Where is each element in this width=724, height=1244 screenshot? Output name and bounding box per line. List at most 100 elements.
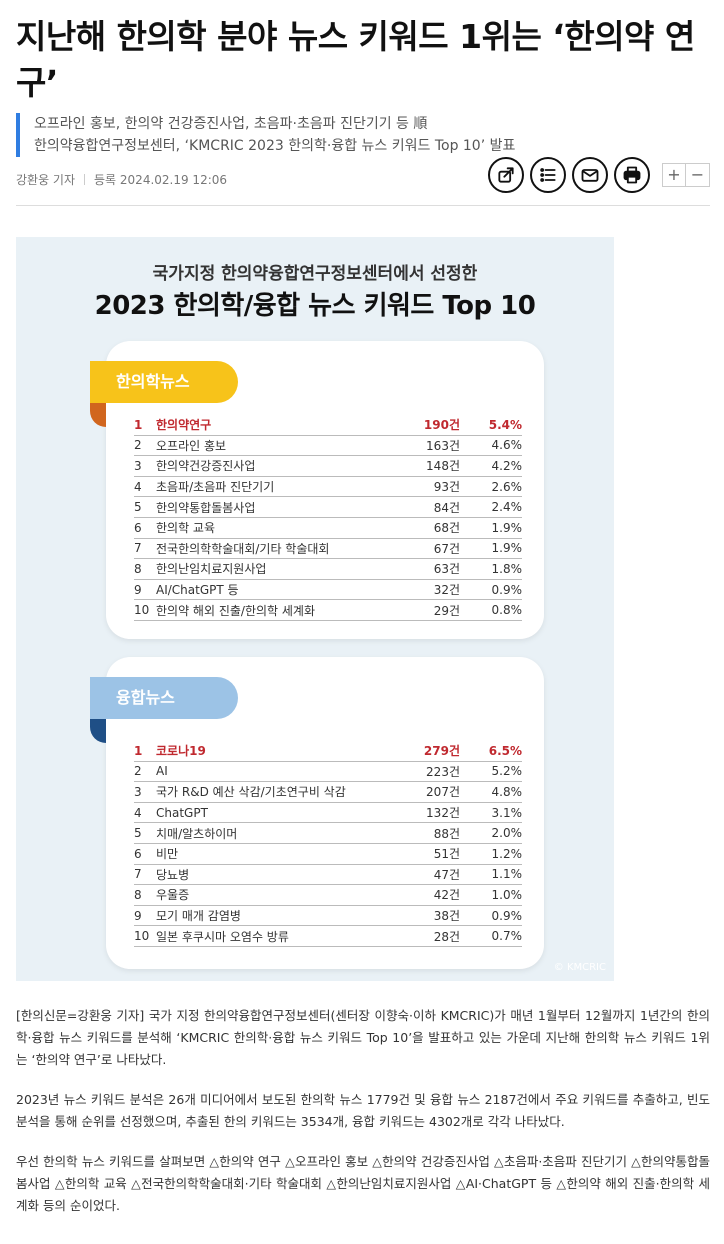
keyword-percent: 0.9% [491, 582, 523, 597]
keyword-row: 9 AI/ChatGPT 등 32건 0.9% [134, 580, 522, 601]
keyword-row: 4 초음파/초음파 진단기기 93건 2.6% [134, 477, 522, 498]
keyword-count: 132건 [426, 806, 460, 821]
body-paragraph: [한의신문=강환웅 기자] 국가 지정 한의약융합연구정보센터(센터장 이향숙·… [16, 1008, 710, 1067]
keyword-row: 7 당뇨병 47건 1.1% [134, 865, 522, 886]
keyword-rank: 6 [134, 846, 142, 861]
keyword-rank: 4 [134, 805, 142, 820]
header-divider [16, 205, 710, 206]
zoom-in-button[interactable]: + [662, 163, 686, 187]
yunghap-news-card: 융합뉴스 1 코로나19 279건 6.5% 2 AI 223건 5.2% 3 국가 R&D 예산… [90, 657, 544, 969]
keyword-rank: 10 [134, 929, 150, 944]
print-icon [623, 166, 641, 184]
keyword-row: 8 우울증 42건 1.0% [134, 885, 522, 906]
keyword-percent: 6.5% [488, 743, 522, 758]
subtitle-line: 오프라인 홍보, 한의약 건강증진사업, 초음파·초음파 진단기기 등 順 [34, 116, 428, 132]
keyword-rank: 1 [134, 743, 143, 758]
keyword-name: 비만 [156, 847, 179, 862]
keyword-row: 3 국가 R&D 예산 삭감/기초연구비 삭감 207건 4.8% [134, 782, 522, 803]
keyword-row: 7 전국한의학학술대회/기타 학술대회 67건 1.9% [134, 539, 522, 560]
figure-title: 2023 한의학/융합 뉴스 키워드 Top 10 [94, 291, 536, 321]
keyword-rank: 2 [134, 438, 142, 453]
keyword-percent: 1.9% [491, 541, 523, 556]
keyword-count: 93건 [433, 480, 460, 495]
article-meta: 강환웅 기자 등록 2024.02.19 12:06 [16, 171, 227, 188]
mail-button[interactable] [572, 157, 608, 193]
keyword-row: 1 한의약연구 190건 5.4% [134, 415, 522, 436]
keyword-rank: 8 [134, 887, 142, 902]
keyword-percent: 5.4% [488, 417, 522, 432]
body-paragraph: 2023년 뉴스 키워드 분석은 26개 미디어에서 보도된 한의학 뉴스 17… [16, 1092, 710, 1129]
article-body: [한의신문=강환웅 기자] 국가 지정 한의약융합연구정보센터(센터장 이향숙·… [16, 1005, 710, 1235]
keyword-percent: 3.1% [491, 805, 523, 820]
keyword-row: 10 한의약 해외 진출/한의학 세계화 29건 0.8% [134, 600, 522, 621]
keyword-name: 오프라인 홍보 [156, 438, 227, 453]
keyword-rank: 5 [134, 826, 142, 841]
keyword-name: 전국한의학학술대회/기타 학술대회 [156, 541, 330, 556]
keyword-rank: 7 [134, 867, 142, 882]
keyword-count: 28건 [433, 929, 460, 944]
meta-separator [84, 174, 86, 185]
keyword-count: 223건 [426, 764, 460, 779]
keyword-count: 47건 [433, 867, 460, 882]
keyword-name: 당뇨병 [156, 867, 190, 882]
keyword-count: 207건 [426, 785, 460, 800]
keyword-count: 29건 [433, 603, 460, 618]
keyword-name: 초음파/초음파 진단기기 [156, 480, 275, 495]
keyword-percent: 1.8% [491, 561, 523, 576]
keyword-percent: 4.2% [491, 458, 523, 473]
keyword-percent: 0.7% [491, 929, 523, 944]
publish-date: 등록 2024.02.19 12:06 [94, 173, 228, 187]
hanui-news-card: 한의학뉴스 1 한의약연구 190건 5.4% 2 오프라인 홍보 163건 4.6% 3 한의약… [90, 341, 544, 639]
tag-fold [90, 403, 106, 427]
keyword-row: 10 일본 후쿠시마 오염수 방류 28건 0.7% [134, 926, 522, 947]
keyword-percent: 2.0% [491, 826, 523, 841]
keyword-rank: 6 [134, 520, 142, 535]
keyword-name: 모기 매개 감염병 [156, 909, 241, 924]
keyword-count: 32건 [433, 583, 460, 598]
keyword-rank: 4 [134, 479, 142, 494]
article-figure: 국가지정 한의약융합연구정보센터에서 선정한 2023 한의학/융합 뉴스 키워… [16, 237, 614, 981]
keyword-count: 67건 [433, 541, 460, 556]
figure-credit: © KMCRIC [553, 962, 606, 973]
keyword-row: 2 AI 223건 5.2% [134, 762, 522, 783]
keyword-row: 1 코로나19 279건 6.5% [134, 741, 522, 762]
zoom-out-button[interactable]: − [686, 163, 710, 187]
keyword-rank: 1 [134, 417, 143, 432]
tag-fold [90, 719, 106, 743]
keyword-count: 88건 [433, 826, 460, 841]
keyword-name: 코로나19 [156, 744, 206, 759]
keyword-name: 한의약연구 [156, 418, 212, 433]
section-tag: 한의학뉴스 [90, 361, 238, 403]
keyword-rank: 8 [134, 561, 142, 576]
keyword-percent: 5.2% [491, 764, 523, 779]
keyword-count: 190건 [423, 418, 460, 433]
keyword-percent: 0.9% [491, 908, 523, 923]
keyword-rank: 9 [134, 582, 142, 597]
keyword-count: 148건 [426, 459, 460, 474]
zoom-controls: + − [662, 163, 710, 187]
keyword-rank: 5 [134, 500, 142, 515]
subtitle-line: 한의약융합연구정보센터, ‘KMCRIC 2023 한의학·융합 뉴스 키워드 … [34, 138, 516, 154]
keyword-percent: 2.4% [491, 500, 523, 515]
keyword-percent: 1.0% [491, 887, 523, 902]
mail-icon [581, 169, 599, 182]
keyword-percent: 0.8% [491, 603, 523, 618]
keyword-percent: 2.6% [491, 479, 523, 494]
keyword-name: AI/ChatGPT 등 [156, 583, 239, 598]
keyword-percent: 1.1% [491, 867, 523, 882]
keyword-count: 38건 [433, 909, 460, 924]
share-button[interactable] [488, 157, 524, 193]
keyword-rank: 7 [134, 541, 142, 556]
list-button[interactable] [530, 157, 566, 193]
print-button[interactable] [614, 157, 650, 193]
keyword-count: 84건 [433, 500, 460, 515]
keyword-name: 일본 후쿠시마 오염수 방류 [156, 929, 289, 944]
keyword-row: 6 한의학 교육 68건 1.9% [134, 518, 522, 539]
keyword-row: 3 한의약건강증진사업 148건 4.2% [134, 456, 522, 477]
article-subtitle: 오프라인 홍보, 한의약 건강증진사업, 초음파·초음파 진단기기 등 順 한의… [16, 113, 716, 157]
body-paragraph: 우선 한의학 뉴스 키워드를 살펴보면 △한의약 연구 △오프라인 홍보 △한의… [16, 1154, 710, 1213]
keyword-name: 국가 R&D 예산 삭감/기초연구비 삭감 [156, 785, 346, 800]
keyword-row: 2 오프라인 홍보 163건 4.6% [134, 436, 522, 457]
keyword-count: 63건 [433, 562, 460, 577]
list-icon [540, 168, 556, 182]
